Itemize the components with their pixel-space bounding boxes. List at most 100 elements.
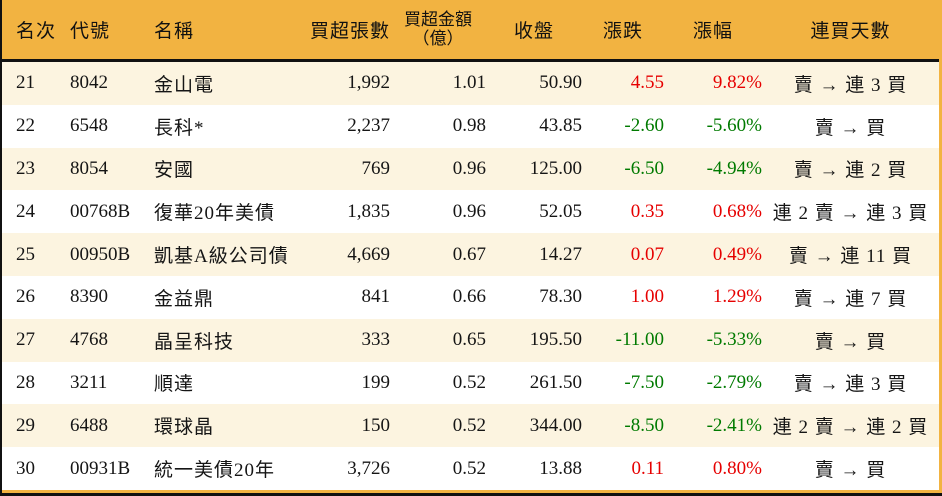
cell-code: 4768: [70, 329, 108, 351]
cell-change: 0.07: [630, 243, 664, 265]
table-row: 24 00768B 復華20年美債 1,835 0.96 52.05 0.35 …: [2, 190, 939, 234]
cell-change-percent: 9.82%: [712, 72, 762, 94]
cell-rank: 23: [16, 157, 35, 179]
cell-rank: 30: [16, 457, 35, 479]
cell-change: 0.11: [631, 457, 664, 479]
header-name: 名稱: [154, 21, 195, 42]
table-row: 22 6548 長科* 2,237 0.98 43.85 -2.60 -5.60…: [2, 104, 939, 148]
cell-rank: 22: [16, 115, 35, 137]
cell-consecutive-buy-days: 賣 → 買: [814, 117, 887, 139]
cell-rank: 28: [16, 371, 35, 393]
header-code: 代號: [70, 21, 111, 42]
cell-net-buy-amount: 0.52: [452, 457, 486, 479]
header-change-percent: 漲幅: [692, 21, 733, 42]
cell-name: 統一美債20年: [154, 460, 276, 482]
cell-close: 125.00: [529, 157, 582, 179]
cell-net-buy-volume: 2,237: [347, 115, 390, 137]
cell-code: 8390: [70, 286, 108, 308]
cell-close: 13.88: [539, 457, 582, 479]
cell-net-buy-volume: 199: [361, 371, 391, 393]
cell-change-percent: 0.49%: [712, 243, 762, 265]
cell-code: 00768B: [70, 200, 131, 222]
cell-rank: 24: [16, 200, 35, 222]
cell-change-percent: 1.29%: [712, 286, 762, 308]
cell-name: 凱基A級公司債: [154, 246, 289, 268]
cell-consecutive-buy-days: 賣 → 買: [814, 331, 887, 353]
cell-consecutive-buy-days: 連 2 賣 → 連 2 買: [772, 417, 929, 439]
table-row: 25 00950B 凱基A級公司債 4,669 0.67 14.27 0.07 …: [2, 233, 939, 276]
cell-consecutive-buy-days: 賣 → 連 3 買: [793, 374, 908, 396]
table-row: 26 8390 金益鼎 841 0.66 78.30 1.00 1.29% 賣 …: [2, 275, 939, 319]
cell-consecutive-buy-days: 賣 → 連 3 買: [793, 74, 908, 96]
cell-change-percent: 0.80%: [712, 457, 762, 479]
table-row: 29 6488 環球晶 150 0.52 344.00 -8.50 -2.41%…: [2, 404, 939, 448]
cell-change: 4.55: [630, 72, 664, 94]
cell-name: 晶呈科技: [154, 331, 235, 353]
table-row: 28 3211 順達 199 0.52 261.50 -7.50 -2.79% …: [2, 361, 939, 405]
cell-consecutive-buy-days: 賣 → 連 2 買: [793, 160, 908, 182]
cell-change: -7.50: [624, 371, 664, 393]
cell-close: 261.50: [529, 371, 582, 393]
cell-net-buy-amount: 0.52: [452, 371, 486, 393]
cell-rank: 29: [16, 414, 35, 436]
cell-net-buy-amount: 1.01: [452, 72, 486, 94]
header-consecutive-buy-days: 連買天數: [810, 21, 891, 42]
cell-net-buy-amount: 0.96: [452, 200, 486, 222]
cell-close: 195.50: [529, 329, 582, 351]
header-close: 收盤: [513, 21, 554, 42]
cell-code: 6548: [70, 115, 108, 137]
header-net-buy-amount: 買超金額 （億）: [390, 10, 486, 48]
cell-consecutive-buy-days: 賣 → 連 7 買: [793, 288, 908, 310]
table-header-row: 名次 代號 名稱 買超張數 買超金額 （億） 收盤 漲跌 漲幅 連買天數: [2, 0, 939, 62]
cell-name: 長科*: [154, 117, 205, 139]
cell-rank: 21: [16, 72, 35, 94]
cell-code: 8054: [70, 157, 108, 179]
cell-name: 環球晶: [154, 417, 215, 439]
cell-net-buy-volume: 333: [361, 329, 391, 351]
table-row: 21 8042 金山電 1,992 1.01 50.90 4.55 9.82% …: [2, 62, 939, 105]
cell-net-buy-amount: 0.65: [452, 329, 486, 351]
cell-name: 安國: [154, 160, 195, 182]
cell-net-buy-amount: 0.66: [452, 286, 486, 308]
cell-net-buy-amount: 0.52: [452, 414, 486, 436]
cell-code: 8042: [70, 72, 108, 94]
cell-change-percent: -4.94%: [706, 157, 762, 179]
cell-consecutive-buy-days: 連 2 賣 → 連 3 買: [772, 203, 929, 225]
cell-rank: 26: [16, 286, 35, 308]
cell-rank: 27: [16, 329, 35, 351]
table-row: 30 00931B 統一美債20年 3,726 0.52 13.88 0.11 …: [2, 447, 939, 490]
cell-net-buy-volume: 4,669: [347, 243, 390, 265]
cell-change: 1.00: [630, 286, 664, 308]
cell-net-buy-amount: 0.98: [452, 115, 486, 137]
cell-net-buy-volume: 1,992: [347, 72, 390, 94]
cell-net-buy-volume: 150: [361, 414, 391, 436]
cell-change: -11.00: [615, 329, 664, 351]
cell-close: 78.30: [539, 286, 582, 308]
cell-code: 00950B: [70, 243, 131, 265]
table-body: 21 8042 金山電 1,992 1.01 50.90 4.55 9.82% …: [2, 62, 939, 490]
cell-code: 3211: [70, 371, 108, 393]
cell-change: -8.50: [624, 414, 664, 436]
cell-name: 金益鼎: [154, 288, 215, 310]
cell-change: 0.35: [630, 200, 664, 222]
cell-change-percent: -5.33%: [706, 329, 762, 351]
header-net-buy-volume: 買超張數: [309, 21, 390, 42]
table-row: 27 4768 晶呈科技 333 0.65 195.50 -11.00 -5.3…: [2, 318, 939, 362]
cell-consecutive-buy-days: 賣 → 連 11 買: [788, 246, 913, 268]
cell-close: 52.05: [539, 200, 582, 222]
header-rank: 名次: [16, 21, 57, 42]
cell-net-buy-volume: 769: [361, 157, 391, 179]
cell-name: 順達: [154, 374, 195, 396]
cell-change-percent: -2.79%: [706, 371, 762, 393]
cell-change-percent: -5.60%: [706, 115, 762, 137]
cell-net-buy-amount: 0.67: [452, 243, 486, 265]
cell-close: 43.85: [539, 115, 582, 137]
cell-change-percent: 0.68%: [712, 200, 762, 222]
cell-consecutive-buy-days: 賣 → 買: [814, 460, 887, 482]
cell-name: 金山電: [154, 74, 215, 96]
cell-close: 14.27: [539, 243, 582, 265]
cell-net-buy-volume: 3,726: [347, 457, 390, 479]
header-change: 漲跌: [602, 21, 643, 42]
cell-change-percent: -2.41%: [706, 414, 762, 436]
